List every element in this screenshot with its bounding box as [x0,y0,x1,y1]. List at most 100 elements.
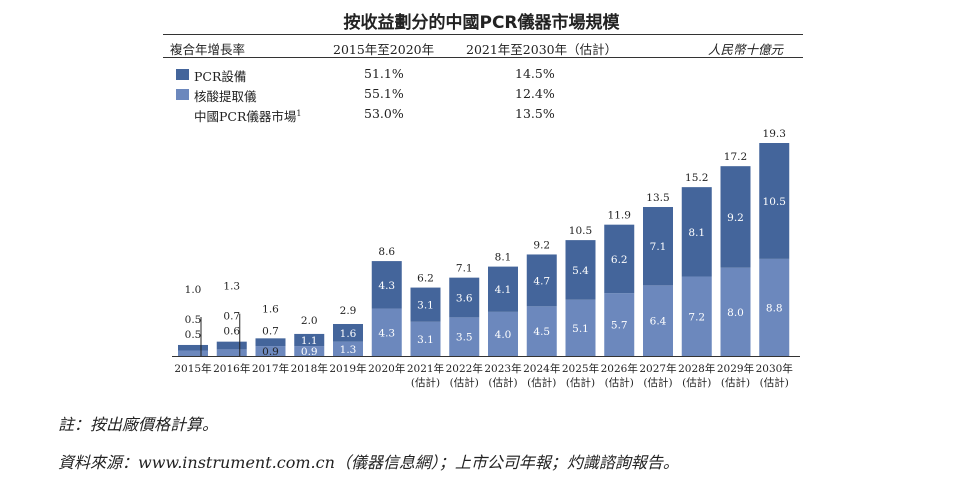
x-tick-sublabel: (估計) [411,376,440,389]
x-tick-label: 2022年 [446,362,483,375]
bar-segment-extractor [216,349,247,356]
x-tick-sublabel: (估計) [566,376,595,389]
bar-segment-extractor [294,346,325,356]
bar-segment-extractor [488,311,518,356]
bar-segment-pcr-equipment [759,143,790,259]
data-label-pcr-equipment: 0.7 [223,311,240,323]
x-tick-sublabel: (估計) [488,376,517,389]
bar-segment-pcr-equipment [294,333,325,347]
data-label-extractor: 5.1 [572,323,589,335]
data-label-extractor: 3.5 [456,332,473,344]
data-label-extractor: 0.9 [301,346,318,358]
data-label-total: 1.3 [223,281,240,293]
data-label-total: 2.0 [301,315,318,327]
period1-header: 2015年至2020年 [333,42,435,57]
header-bottom-rule [163,57,803,58]
x-tick-sublabel: (估計) [605,376,634,389]
x-tick-label: 2019年 [329,362,366,375]
data-label-extractor: 8.8 [766,302,783,314]
x-tick-sublabel: (估計) [450,376,479,389]
x-tick-label: 2020年 [368,362,405,375]
legend-cagr2-market: 13.5% [515,106,555,121]
data-label-extractor: 5.7 [611,320,628,332]
bar-segment-extractor [371,308,402,356]
data-label-total: 8.6 [378,246,395,258]
data-label-total: 9.2 [533,239,550,251]
bar-segment-extractor [720,267,751,356]
bar-segment-pcr-equipment [526,254,557,307]
data-label-extractor: 0.5 [185,329,202,341]
data-label-extractor: 3.1 [417,334,434,346]
data-label-pcr-equipment: 8.1 [688,227,705,239]
bar-segment-pcr-equipment [488,266,518,312]
x-tick-label: 2015年 [174,362,211,375]
bar-segment-pcr-equipment [333,323,363,342]
bar-segment-pcr-equipment [681,187,712,277]
data-label-extractor: 0.6 [223,326,240,338]
x-tick-label: 2030年 [756,362,793,375]
data-label-pcr-equipment: 1.6 [340,328,357,340]
legend-cagr2-pcr-equipment: 14.5% [515,66,555,81]
x-tick-label: 2021年 [407,362,444,375]
bar-segment-pcr-equipment [178,344,208,351]
legend-label-extractor: 核酸提取儀 [194,89,257,104]
data-label-pcr-equipment: 0.7 [262,325,279,337]
bar-segment-pcr-equipment [449,277,480,318]
stacked-bar-chart: 0.5 0.5 1.0 2015年 0.7 0.6 1.3 2016年 0.9 0.7 1.6 201… [172,128,800,389]
bar-segment-pcr-equipment [720,166,751,268]
legend-label-market: 中國PCR儀器市場1 [194,106,301,125]
legend-swatch-pcr-equipment [176,69,189,80]
legend-cagr1-market: 53.0% [364,106,404,121]
bar-segment-extractor [410,321,441,356]
data-label-total: 2.9 [340,305,357,317]
data-label-total: 1.6 [262,303,279,315]
data-label-extractor: 4.5 [533,326,550,338]
data-label-extractor: 6.4 [650,316,667,328]
note-text: 註：按出廠價格計算。 [58,415,219,434]
bar-segment-extractor [604,293,635,356]
bar-segment-extractor [526,306,557,356]
data-label-total: 7.1 [456,263,473,275]
bar-segment-extractor [449,317,480,356]
x-tick-label: 2029年 [717,362,754,375]
period2-header: 2021年至2030年（估計） [466,42,618,57]
x-tick-label: 2018年 [291,362,328,375]
data-label-pcr-equipment: 5.4 [572,265,589,277]
data-label-pcr-equipment: 1.1 [301,335,318,347]
x-tick-sublabel: (估計) [721,376,750,389]
bar-segment-extractor [333,341,363,356]
x-tick-label: 2027年 [639,362,676,375]
bar-segment-extractor [759,258,790,356]
x-tick-sublabel: (估計) [760,376,789,389]
data-label-pcr-equipment: 6.2 [611,254,628,266]
data-label-extractor: 7.2 [688,311,705,323]
chart-title: 按收益劃分的中國PCR儀器市場規模 [343,13,620,33]
data-label-total: 6.2 [417,273,434,285]
bar-segment-pcr-equipment [604,224,635,294]
legend-swatch-extractor [176,89,189,100]
bar-segment-extractor [643,285,673,356]
x-tick-label: 2023年 [484,362,521,375]
market-label-footnote: 1 [296,108,302,118]
data-label-pcr-equipment: 3.6 [456,293,473,305]
x-tick-sublabel: (估計) [643,376,672,389]
bar-segment-pcr-equipment [565,240,596,300]
data-label-total: 8.1 [495,252,512,264]
x-tick-label: 2028年 [678,362,715,375]
bar-segment-extractor [565,299,596,356]
x-tick-sublabel: (估計) [527,376,556,389]
legend-cagr1-pcr-equipment: 51.1% [364,66,404,81]
data-label-extractor: 0.9 [262,346,279,358]
bar-segment-extractor [681,276,712,356]
data-label-pcr-equipment: 4.1 [495,284,512,296]
data-label-pcr-equipment: 3.1 [417,300,434,312]
data-label-pcr-equipment: 10.5 [763,196,786,208]
data-label-total: 15.2 [685,172,708,184]
bar-segment-extractor [178,350,208,356]
data-label-extractor: 1.3 [340,344,357,356]
bar-segment-pcr-equipment [216,341,247,350]
x-tick-label: 2025年 [562,362,599,375]
data-label-extractor: 4.3 [378,327,395,339]
bar-segment-pcr-equipment [255,338,286,347]
data-label-pcr-equipment: 4.7 [533,275,550,287]
